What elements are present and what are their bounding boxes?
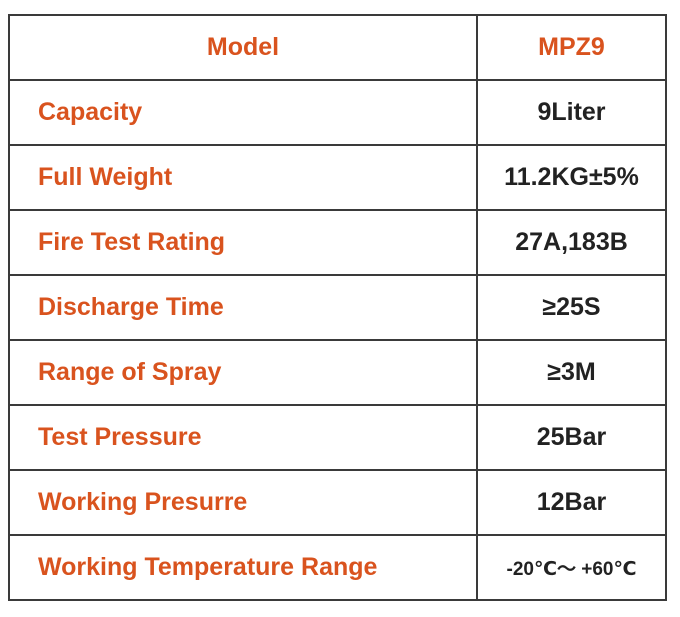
row-value: 11.2KG±5% <box>476 144 667 211</box>
row-label: Full Weight <box>8 144 478 211</box>
table-row: Range of Spray ≥3M <box>8 339 667 406</box>
table-row: Fire Test Rating 27A,183B <box>8 209 667 276</box>
row-label: Fire Test Rating <box>8 209 478 276</box>
row-value: ≥3M <box>476 339 667 406</box>
row-value: 27A,183B <box>476 209 667 276</box>
row-label: Working Temperature Range <box>8 534 478 601</box>
table-row: Working Temperature Range -20℃～ +60℃ <box>8 534 667 601</box>
row-value: 25Bar <box>476 404 667 471</box>
table-row: Capacity 9Liter <box>8 79 667 146</box>
row-value: 12Bar <box>476 469 667 536</box>
row-label: Range of Spray <box>8 339 478 406</box>
table-row: Discharge Time ≥25S <box>8 274 667 341</box>
row-value: 9Liter <box>476 79 667 146</box>
row-label: Capacity <box>8 79 478 146</box>
row-label: Test Pressure <box>8 404 478 471</box>
table-header-row: Model MPZ9 <box>8 14 667 81</box>
spec-table: Model MPZ9 Capacity 9Liter Full Weight 1… <box>8 14 667 601</box>
table-row: Test Pressure 25Bar <box>8 404 667 471</box>
header-value: MPZ9 <box>476 14 667 81</box>
row-label: Working Presurre <box>8 469 478 536</box>
row-label: Discharge Time <box>8 274 478 341</box>
header-label: Model <box>8 14 478 81</box>
row-value: -20℃～ +60℃ <box>476 534 667 601</box>
table-row: Working Presurre 12Bar <box>8 469 667 536</box>
table-row: Full Weight 11.2KG±5% <box>8 144 667 211</box>
row-value: ≥25S <box>476 274 667 341</box>
